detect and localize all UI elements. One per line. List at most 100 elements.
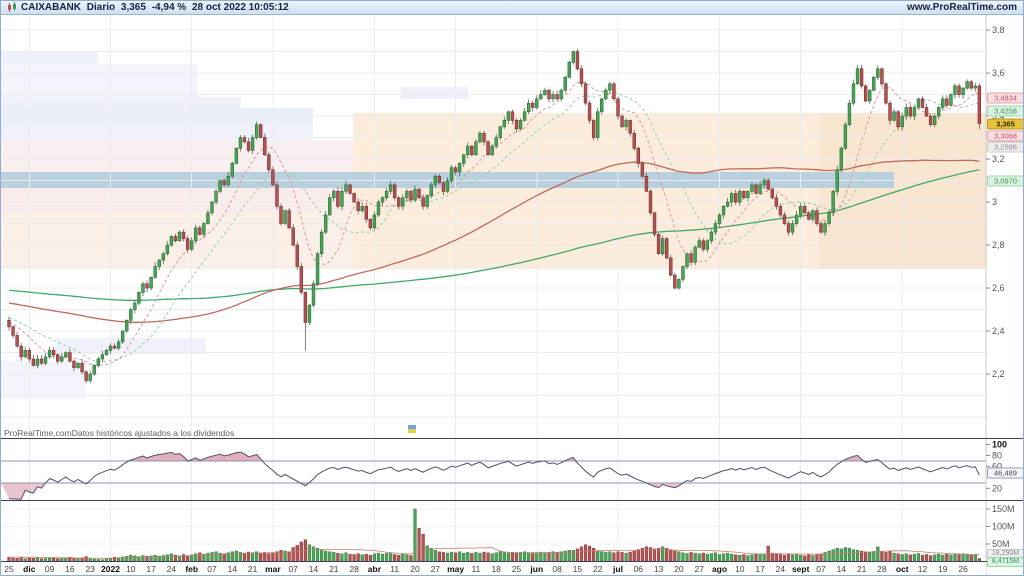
candle-body [157,259,161,267]
candle-body [896,111,900,128]
time-axis-label[interactable]: 08 [552,564,562,574]
volume-bar [709,553,713,562]
time-axis-label[interactable]: 24 [776,564,786,574]
axis-tick-label[interactable]: 3,2 [992,154,1005,164]
volume-bar [839,548,843,562]
time-axis-label[interactable]: mar [265,564,281,574]
axis-tick-label[interactable]: 2,2 [992,369,1005,379]
time-axis-label[interactable]: 22 [593,564,603,574]
time-axis-label[interactable]: sept [792,564,810,574]
candle-body [770,188,774,199]
candle-body [15,335,19,347]
time-axis-label[interactable]: 21 [248,564,258,574]
candle-body [141,283,145,293]
time-axis-label[interactable]: jul [612,564,623,574]
time-axis-label[interactable]: 23 [85,564,95,574]
time-axis-label[interactable]: 17 [755,564,765,574]
rsi-indicator-panel[interactable] [1,451,986,500]
axis-tick-label[interactable]: 80 [992,450,1002,460]
axis-tick-label[interactable]: 3,6 [992,68,1005,78]
time-axis-label[interactable]: abr [368,564,382,574]
volume-bar [267,553,271,562]
candle-body [364,206,368,220]
axis-tick-label[interactable]: 2,4 [992,326,1005,336]
time-axis-label[interactable]: feb [185,564,198,574]
time-axis-label[interactable]: 15 [573,564,583,574]
volume-bar [864,551,868,562]
candle-body [177,231,182,242]
candle-body [319,231,324,254]
axis-tick-label[interactable]: 100 [992,440,1007,450]
volume-bar [587,545,592,562]
time-axis-label[interactable]: jun [529,564,543,574]
time-axis-label[interactable]: 26 [958,564,968,574]
axis-tick-label[interactable]: 100M [992,522,1015,532]
time-axis-label[interactable]: 27 [694,564,704,574]
time-axis-label[interactable]: 2022 [101,564,120,574]
time-axis-label[interactable]: 18 [491,564,501,574]
axis-tick-label[interactable]: 3,4 [992,111,1005,121]
axis-tick-label[interactable]: 50M [992,539,1010,549]
time-axis-label[interactable]: 16 [65,564,75,574]
time-axis-label[interactable]: ago [712,564,727,574]
axis-tick-label[interactable]: 150M [992,504,1015,514]
time-axis-label[interactable]: 07 [207,564,217,574]
time-axis-label[interactable]: 14 [228,564,238,574]
axis-tick-label[interactable]: 20 [992,483,1002,493]
volume-bar [315,548,320,562]
time-axis-label[interactable]: 19 [938,564,948,574]
time-axis-label[interactable]: 10 [735,564,745,574]
time-axis-label[interactable]: 20 [410,564,420,574]
axis-tick-label[interactable]: 60 [992,461,1002,471]
candle-body [750,184,754,192]
time-axis-label[interactable]: 13 [654,564,664,574]
time-axis-label[interactable]: oct [896,564,909,574]
candle-body [859,68,864,87]
volume-bar [677,551,681,562]
time-axis-label[interactable]: 28 [349,564,359,574]
time-axis-label[interactable]: 21 [329,564,339,574]
candle-body [705,240,710,250]
time-axis-label[interactable]: 06 [634,564,644,574]
volume-bar [445,552,450,562]
time-axis-label[interactable]: 10 [126,564,136,574]
time-axis-label[interactable]: 17 [146,564,156,574]
candle-body [445,180,450,192]
candle-body [226,175,230,186]
time-axis-label[interactable]: 07 [288,564,298,574]
time-axis-label[interactable]: 07 [816,564,826,574]
time-axis-label[interactable]: 25 [512,564,522,574]
candle-body [43,356,48,364]
time-axis-label[interactable]: may [447,564,464,574]
time-axis-label[interactable]: 21 [857,564,867,574]
candlestick-series[interactable] [7,48,982,384]
candle-body [941,98,945,108]
event-marker[interactable] [408,425,416,433]
volume-indicator-panel[interactable] [7,508,981,562]
time-axis-label[interactable]: 24 [167,564,177,574]
volume-bar [811,555,815,562]
panel-separators [1,438,1023,562]
analysis-zone [1,64,198,97]
volume-bar [372,553,376,562]
time-axis-label[interactable]: 14 [837,564,847,574]
time-axis-label[interactable]: 11 [471,564,480,574]
time-axis-label[interactable]: 25 [4,564,14,574]
time-axis-label[interactable]: 09 [45,564,55,574]
time-axis-label[interactable]: 27 [431,564,441,574]
candle-body [600,98,604,113]
time-axis-label[interactable]: 12 [918,564,928,574]
candle-body [372,214,377,229]
volume-bar [624,552,628,562]
axis-tick-label[interactable]: 2,8 [992,240,1005,250]
time-axis-label[interactable]: 14 [309,564,319,574]
axis-tick-label[interactable]: 3,8 [992,25,1005,35]
time-axis-label[interactable]: dic [23,564,36,574]
time-axis-label[interactable]: 28 [877,564,887,574]
axis-tick-label[interactable]: 2,6 [992,283,1005,293]
time-axis-label[interactable]: 20 [674,564,684,574]
time-axis-label[interactable]: 11 [390,564,399,574]
axis-tick-label[interactable]: 3 [992,197,997,207]
change-pct-label: -4,94 % [151,2,187,13]
